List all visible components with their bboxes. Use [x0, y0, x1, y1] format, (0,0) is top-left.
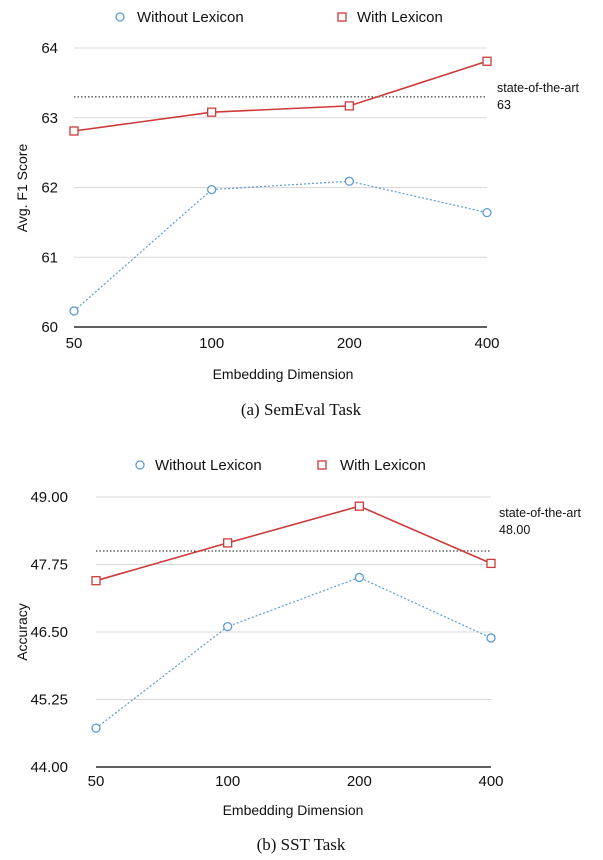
chart-sst: Without Lexicon With Lexicon Accuracy 44… [14, 457, 582, 854]
y-tick-label: 47.75 [30, 557, 68, 574]
series-group [91, 501, 496, 733]
legend-label-with-lexicon: With Lexicon [357, 9, 443, 26]
state-of-the-art-label: state-of-the-art [499, 506, 582, 520]
y-axis-label: Accuracy [14, 603, 30, 661]
y-axis-label: Avg. F1 Score [14, 144, 30, 233]
data-point-with-lexicon [91, 576, 101, 586]
y-tick-label: 60 [41, 319, 58, 336]
y-ticks: 60 61 62 63 64 [41, 40, 58, 336]
x-axis-label: Embedding Dimension [213, 366, 354, 382]
x-tick-label: 400 [474, 335, 499, 352]
x-tick-label: 200 [347, 773, 372, 790]
data-point-with-lexicon [69, 126, 79, 136]
legend-marker-with-lexicon [317, 460, 327, 470]
x-tick-label: 50 [66, 335, 83, 352]
y-tick-label: 63 [41, 110, 58, 127]
data-point-with-lexicon [354, 501, 364, 511]
x-tick-label: 400 [478, 773, 503, 790]
y-tick-label: 61 [41, 249, 58, 266]
state-of-the-art-value: 48.00 [499, 523, 530, 537]
data-point-without-lexicon [69, 306, 79, 316]
y-tick-label: 49.00 [30, 489, 68, 506]
x-ticks: 50 100 200 400 [66, 335, 500, 352]
grid [96, 496, 491, 768]
chart-semeval: Without Lexicon With Lexicon Avg. F1 Sco… [14, 9, 580, 419]
legend-marker-without-lexicon [115, 12, 125, 22]
legend-marker-without-lexicon [135, 460, 145, 470]
series-line-without-lexicon [73, 180, 488, 312]
data-point-with-lexicon [207, 107, 217, 117]
y-tick-label: 64 [41, 40, 58, 57]
grid [74, 47, 487, 328]
y-tick-label: 44.00 [30, 759, 68, 776]
legend-label-without-lexicon: Without Lexicon [155, 457, 262, 474]
caption: (a) SemEval Task [241, 400, 362, 419]
data-point-without-lexicon [207, 184, 217, 195]
y-ticks: 44.00 45.25 46.50 47.75 49.00 [30, 489, 68, 776]
legend-label-without-lexicon: Without Lexicon [137, 9, 244, 26]
caption: (b) SST Task [257, 835, 346, 854]
data-point-with-lexicon [223, 538, 233, 548]
legend: Without Lexicon With Lexicon [115, 9, 443, 26]
series-line-with-lexicon [73, 60, 488, 132]
state-of-the-art-label: state-of-the-art [497, 81, 580, 95]
data-point-without-lexicon [91, 723, 101, 733]
data-point-without-lexicon [344, 176, 354, 186]
legend-marker-with-lexicon [337, 12, 347, 22]
series-group [69, 56, 492, 316]
data-point-without-lexicon [482, 207, 492, 218]
y-tick-label: 62 [41, 180, 58, 197]
x-axis-label: Embedding Dimension [223, 802, 364, 818]
data-point-without-lexicon [354, 572, 364, 583]
legend-label-with-lexicon: With Lexicon [340, 457, 426, 474]
state-of-the-art-value: 63 [497, 98, 511, 112]
series-line-with-lexicon [95, 505, 492, 582]
data-point-with-lexicon [482, 56, 492, 66]
y-tick-label: 45.25 [30, 692, 68, 709]
series-line-without-lexicon [95, 576, 492, 729]
x-tick-label: 50 [88, 773, 105, 790]
data-point-with-lexicon [486, 558, 496, 569]
data-point-without-lexicon [223, 621, 233, 632]
x-tick-label: 200 [337, 335, 362, 352]
legend: Without Lexicon With Lexicon [135, 457, 426, 474]
x-tick-label: 100 [215, 773, 240, 790]
data-point-with-lexicon [344, 101, 354, 111]
x-ticks: 50 100 200 400 [88, 773, 504, 790]
x-tick-label: 100 [199, 335, 224, 352]
y-tick-label: 46.50 [30, 624, 68, 641]
data-point-without-lexicon [486, 633, 496, 643]
